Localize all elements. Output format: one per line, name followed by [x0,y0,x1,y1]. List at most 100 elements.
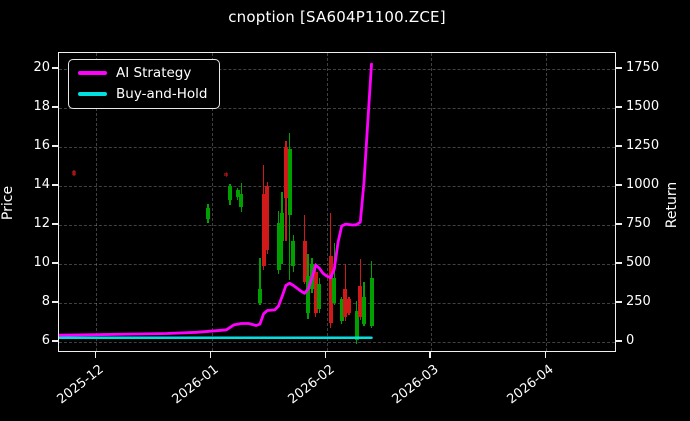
bottom-tick-mark [94,352,96,358]
left-tick-mark [52,340,58,342]
right-tick-mark [616,223,622,225]
candle-body [71,171,76,176]
bottom-tick-mark [325,352,327,358]
candle-body [257,289,262,304]
bottom-tick-mark [209,352,212,358]
candle-body [239,193,244,208]
vertical-gridline [96,53,98,351]
candle-body [265,186,270,251]
right-tick-mark [616,67,622,69]
price-tick-label: 16 [33,138,50,154]
left-tick-mark [52,184,58,186]
vertical-gridline [326,53,328,351]
ai-strategy-line [59,62,373,337]
candle-wick [333,242,336,305]
y-axis-label-return: Return [664,181,680,229]
right-tick-mark [616,184,622,186]
y-axis-label-price: Price [0,185,16,221]
vertical-gridline [431,53,432,351]
left-tick-mark [52,301,58,303]
date-tick-label: 2025-12 [54,362,107,408]
legend-label: Buy-and-Hold [116,86,208,102]
right-tick-mark [616,262,622,264]
date-tick-label: 2026-02 [285,362,338,408]
return-tick-label: 1000 [626,177,660,193]
return-tick-label: 1250 [626,138,660,154]
price-tick-label: 6 [41,333,50,349]
candle-body [261,193,266,266]
date-tick-label: 2026-03 [389,362,442,408]
legend-label: AI Strategy [116,65,192,81]
candle-body [362,297,366,325]
candle-body [347,299,352,313]
candle-body [354,310,359,341]
left-tick-mark [52,145,58,147]
legend-item-buy-and-hold: Buy-and-Hold [78,86,207,102]
right-tick-mark [616,106,622,108]
buy-and-hold-line-swatch [78,92,107,96]
candle-body [276,223,281,270]
bottom-tick-mark [544,352,546,358]
vertical-gridline [546,53,548,351]
price-tick-label: 14 [33,177,50,193]
series-svg [59,62,373,340]
left-tick-mark [52,223,58,225]
horizontal-gridline [59,225,615,227]
candle-body [339,299,344,321]
candle-body [280,213,285,241]
candle-body [224,173,229,177]
return-tick-label: 1500 [626,99,660,114]
right-tick-mark [616,301,622,303]
price-tick-label: 10 [33,255,50,271]
horizontal-gridline [59,186,615,188]
candle-wick [259,258,261,305]
price-tick-label: 12 [33,216,50,232]
bottom-tick-mark [429,352,431,358]
plot-area: AI Strategy Buy-and-Hold [58,52,616,352]
candle-body [328,256,333,323]
return-tick-label: 1750 [626,59,660,75]
candle-body [332,277,337,304]
candle-body [291,240,296,266]
candle-body [343,289,348,317]
candle-body [235,189,240,197]
horizontal-gridline [59,108,615,109]
left-tick-mark [52,262,58,264]
horizontal-gridline [59,303,615,305]
candle-body [358,285,363,317]
date-tick-label: 2026-04 [504,362,557,408]
return-tick-label: 0 [626,333,635,349]
ai-strategy-line-swatch [78,71,107,75]
candlestick-layer [59,53,615,351]
price-tick-label: 20 [33,59,50,75]
candle-body [317,283,322,309]
horizontal-gridline [59,342,615,344]
grid-layer [59,53,615,351]
return-tick-label: 500 [626,255,651,271]
horizontal-gridline [59,147,615,149]
return-tick-label: 250 [626,294,651,310]
horizontal-gridline [59,264,615,266]
right-tick-mark [616,340,622,342]
candle-body [369,277,374,327]
candle-body [287,149,292,216]
candle-body [205,207,210,220]
right-tick-mark [616,145,622,147]
legend-item-ai-strategy: AI Strategy [78,65,207,81]
legend: AI Strategy Buy-and-Hold [68,59,221,109]
left-tick-mark [52,67,58,69]
chart-title: cnoption [SA604P1100.ZCE] [228,8,446,26]
vertical-gridline [211,53,213,351]
price-tick-label: 18 [33,99,50,114]
candle-body [313,271,318,313]
return-tick-label: 750 [626,216,651,232]
candle-body [306,275,311,313]
horizontal-gridline [59,68,615,70]
candle-body [302,240,307,282]
left-tick-mark [52,106,58,108]
date-tick-label: 2026-01 [169,362,222,408]
candle-body [283,147,288,198]
candle-body [228,186,233,200]
price-tick-label: 8 [41,294,50,310]
